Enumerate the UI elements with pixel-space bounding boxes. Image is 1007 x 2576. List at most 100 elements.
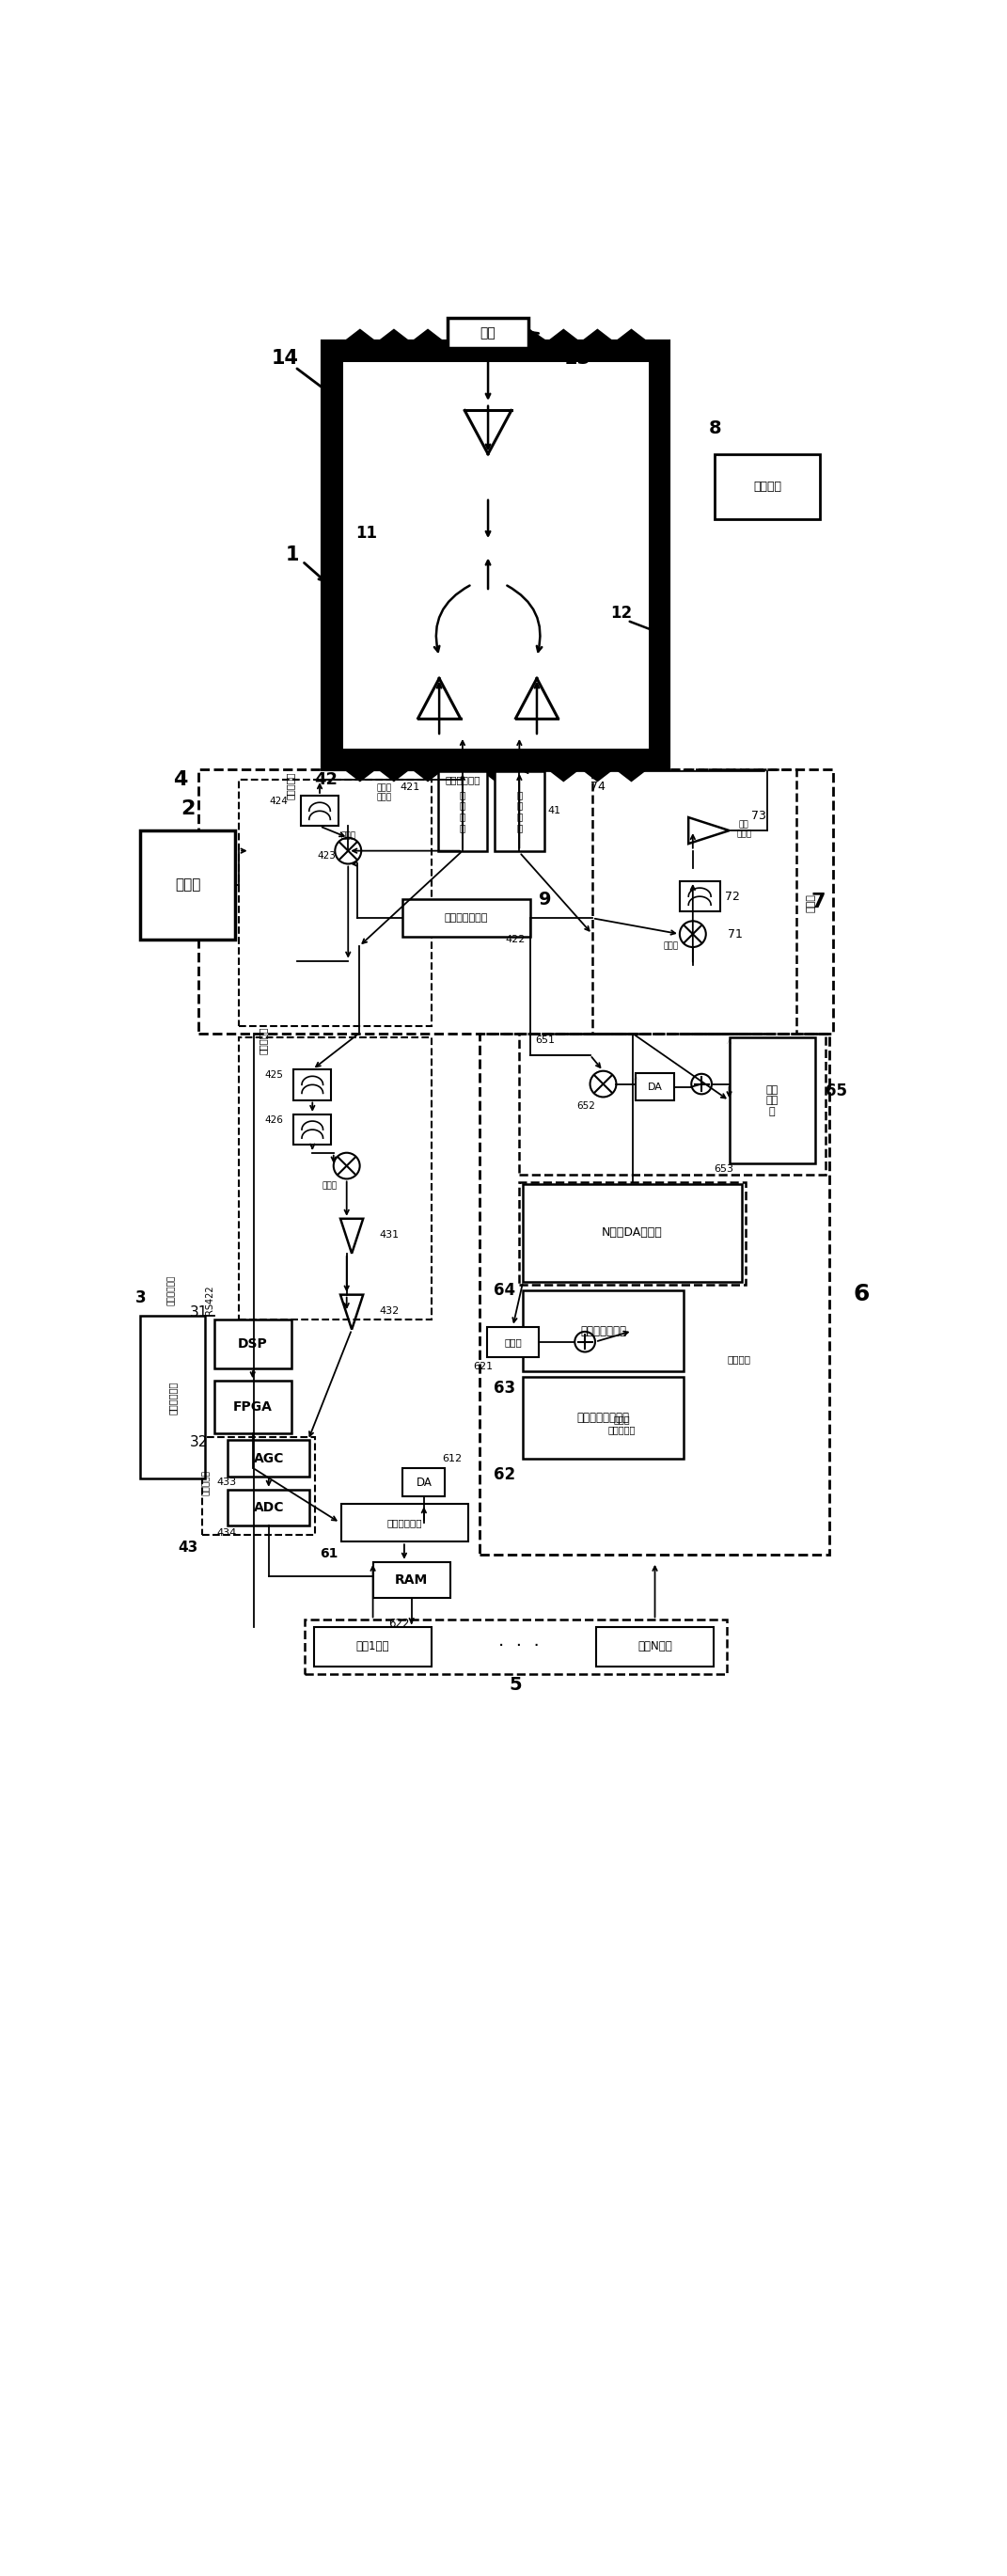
Text: 第二下变频: 第二下变频	[258, 1028, 268, 1054]
Text: 12: 12	[610, 605, 632, 621]
Text: 74: 74	[590, 781, 605, 793]
Text: 6: 6	[854, 1283, 870, 1306]
Polygon shape	[343, 770, 649, 783]
Text: 上变频: 上变频	[807, 894, 816, 912]
Text: 多普勒频率合成器: 多普勒频率合成器	[577, 1412, 629, 1425]
Bar	[239, 781, 432, 1025]
Bar	[479, 1033, 829, 1556]
Text: 71: 71	[728, 927, 742, 940]
Text: 651: 651	[535, 1036, 555, 1046]
Bar	[314, 1628, 432, 1667]
Bar	[523, 1185, 741, 1283]
Bar	[520, 1182, 745, 1285]
Text: 9: 9	[539, 891, 551, 909]
Text: 上位机: 上位机	[175, 878, 200, 891]
Text: 433: 433	[217, 1479, 237, 1486]
Bar	[140, 1316, 204, 1479]
Bar	[403, 1468, 445, 1497]
Polygon shape	[653, 363, 669, 750]
Text: 621: 621	[473, 1363, 492, 1370]
Bar	[592, 770, 797, 1033]
Polygon shape	[322, 363, 338, 750]
Text: 432: 432	[380, 1306, 400, 1316]
Text: 通道N开关: 通道N开关	[637, 1641, 673, 1654]
Text: 通道1开关: 通道1开关	[356, 1641, 390, 1654]
Bar	[520, 1033, 826, 1175]
Text: 14: 14	[271, 348, 298, 368]
Text: ·  ·  ·: · · ·	[498, 1638, 540, 1656]
Text: 431: 431	[380, 1229, 400, 1239]
Bar	[202, 1437, 315, 1535]
Text: 653: 653	[714, 1164, 733, 1175]
Bar	[680, 881, 720, 912]
Text: 2: 2	[180, 799, 195, 819]
Text: 混频器: 混频器	[322, 1182, 337, 1190]
Text: 数字延迟控制: 数字延迟控制	[387, 1517, 422, 1528]
Bar	[198, 770, 833, 1033]
Bar	[523, 1378, 684, 1458]
Bar	[486, 1327, 539, 1358]
Bar	[228, 1440, 309, 1476]
Text: 73: 73	[751, 809, 766, 822]
Text: RAM: RAM	[395, 1574, 428, 1587]
Bar	[636, 1074, 674, 1100]
Text: 杂波
模拟
器: 杂波 模拟 器	[766, 1084, 778, 1115]
Bar	[596, 1628, 714, 1667]
Text: 31: 31	[189, 1306, 207, 1319]
Text: 混频器: 混频器	[664, 943, 679, 951]
Text: 第一下变频: 第一下变频	[285, 773, 294, 799]
Text: 43: 43	[178, 1540, 197, 1553]
Bar	[293, 1115, 331, 1144]
Text: 本振信号发生器: 本振信号发生器	[444, 914, 488, 922]
Text: 电源模块: 电源模块	[753, 482, 781, 492]
Text: DA: DA	[648, 1082, 663, 1092]
Text: 引信: 引信	[480, 327, 495, 340]
Text: 424: 424	[270, 796, 288, 806]
Text: 数控频率合成器: 数控频率合成器	[580, 1324, 626, 1337]
Text: 434: 434	[217, 1528, 237, 1538]
Text: 7: 7	[811, 891, 826, 912]
Text: 65: 65	[826, 1082, 847, 1100]
Bar	[494, 770, 544, 850]
Text: 32: 32	[189, 1435, 207, 1450]
Bar	[403, 899, 531, 938]
Bar	[448, 317, 528, 348]
Text: 开关通道选择: 开关通道选择	[167, 1275, 175, 1306]
Text: FPGA: FPGA	[233, 1401, 272, 1414]
Bar	[140, 829, 236, 940]
Text: 612: 612	[442, 1455, 462, 1463]
Text: 发
射
前
端: 发 射 前 端	[517, 791, 523, 832]
Bar	[214, 1319, 291, 1368]
Text: RS422: RS422	[205, 1285, 214, 1314]
Text: 622: 622	[389, 1618, 410, 1631]
Bar	[340, 1504, 468, 1540]
Text: 功率
放大器: 功率 放大器	[736, 819, 751, 837]
Text: 5: 5	[510, 1677, 522, 1695]
Text: 低噪声
放大器: 低噪声 放大器	[377, 783, 392, 801]
Text: 多普勒
频率合成器: 多普勒 频率合成器	[607, 1414, 635, 1435]
Text: 11: 11	[355, 526, 378, 541]
Bar	[301, 796, 338, 827]
Text: 63: 63	[493, 1381, 516, 1396]
Text: 64: 64	[493, 1283, 516, 1298]
Text: 61: 61	[319, 1546, 337, 1561]
Text: 426: 426	[265, 1115, 283, 1126]
Text: 42: 42	[314, 770, 338, 788]
Text: 同步控制模块: 同步控制模块	[168, 1381, 177, 1414]
Text: 423: 423	[317, 850, 335, 860]
Text: 混频器: 混频器	[340, 832, 355, 840]
Bar	[715, 453, 821, 520]
Text: 13: 13	[564, 348, 591, 368]
Polygon shape	[343, 330, 649, 343]
Bar	[214, 1381, 291, 1432]
Bar	[239, 1038, 432, 1319]
Text: 421: 421	[400, 783, 420, 791]
Text: 1: 1	[285, 546, 299, 564]
Text: 41: 41	[548, 806, 561, 817]
Bar	[343, 363, 649, 750]
Text: AGC: AGC	[254, 1453, 284, 1466]
Text: DA: DA	[416, 1476, 432, 1489]
Text: 中频数字化: 中频数字化	[201, 1471, 210, 1494]
Text: 接
收
前
端: 接 收 前 端	[459, 791, 465, 832]
Bar	[729, 1038, 816, 1164]
